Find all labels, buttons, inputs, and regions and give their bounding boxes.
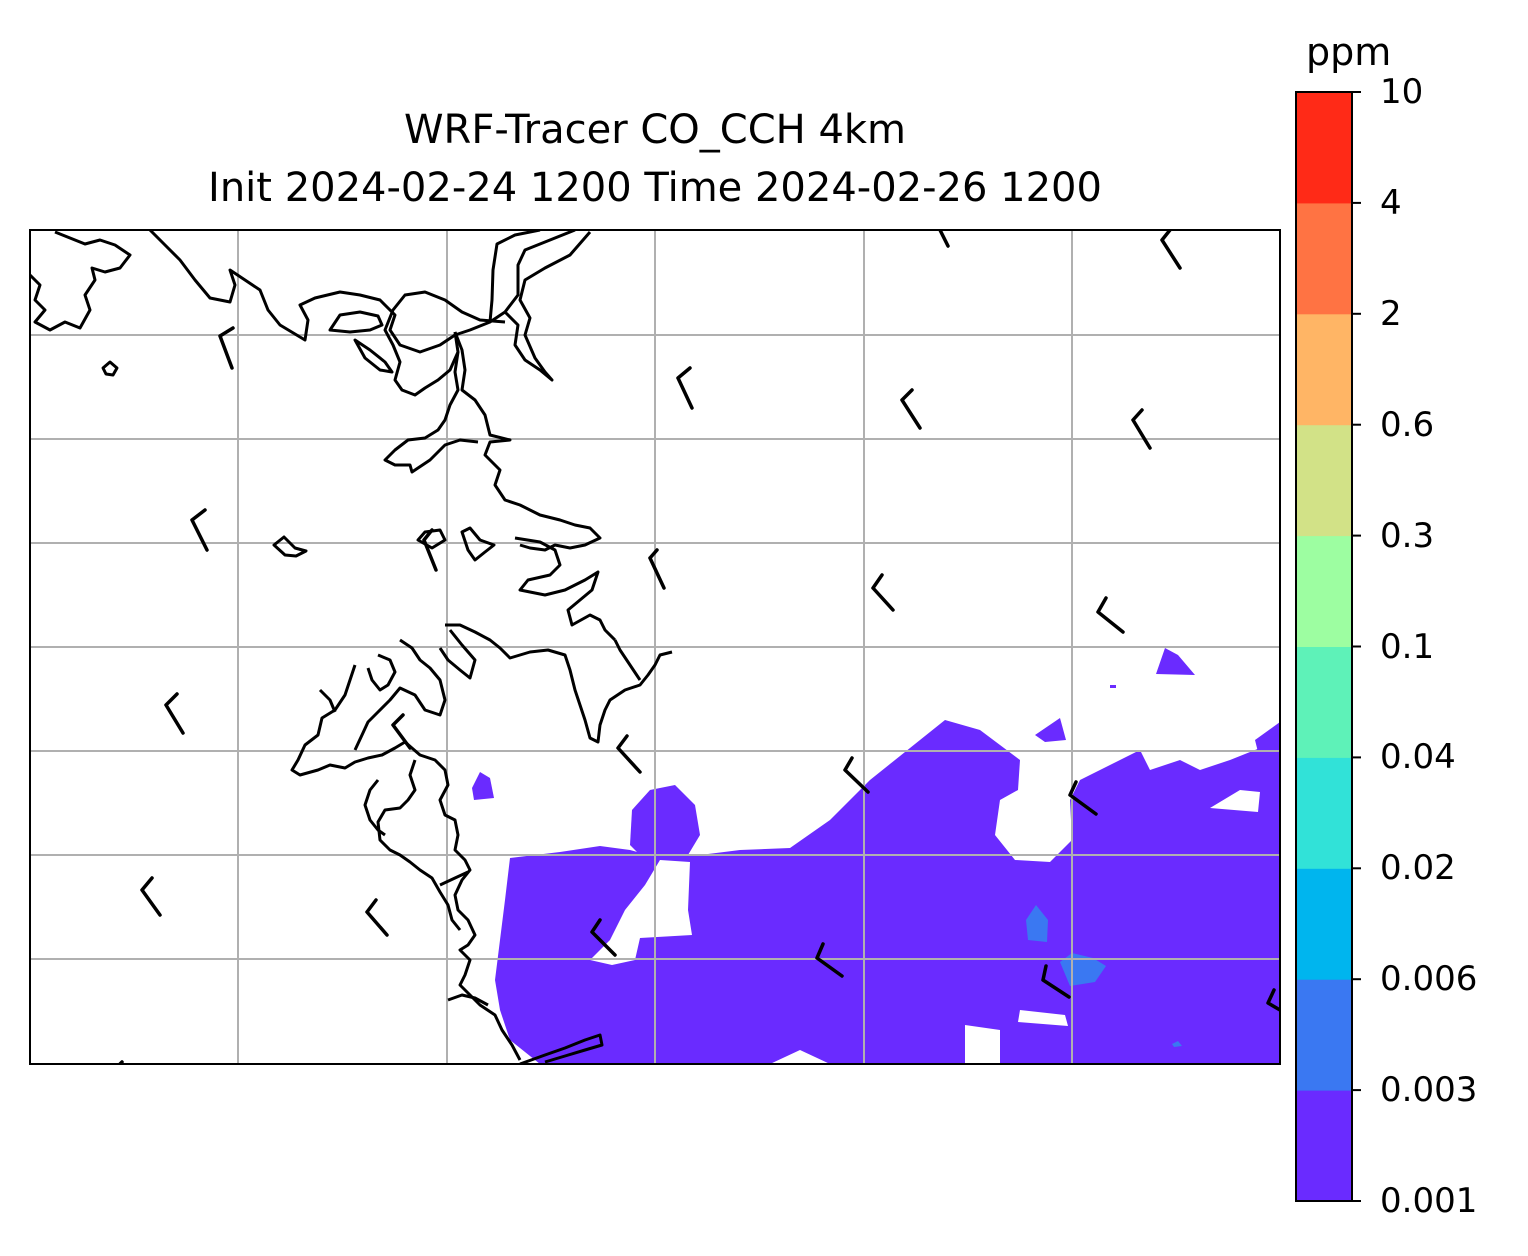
wind-barb — [900, 388, 922, 430]
coastline-peninsula — [453, 331, 602, 552]
coastline-north-2 — [148, 230, 506, 354]
colorbar-tick-label: 0.1 — [1380, 626, 1435, 667]
colorbar-segment — [1296, 92, 1352, 204]
tracer-area-small — [472, 772, 494, 800]
coastline-west-3 — [290, 664, 406, 777]
colorbar-segment — [1296, 868, 1352, 980]
wind-barb — [1068, 780, 1098, 816]
coastline-west-4 — [318, 688, 337, 713]
wind-barb — [616, 734, 642, 774]
coastline-fjord-2 — [445, 623, 673, 744]
coastline-mid — [383, 351, 479, 474]
wind-barb — [164, 692, 185, 735]
tracer-area-north — [1035, 718, 1066, 742]
coastlines — [30, 230, 673, 1064]
colorbar-tick-label: 0.003 — [1380, 1070, 1478, 1111]
colorbar-tick-label: 0.3 — [1380, 515, 1435, 556]
wind-barb — [140, 876, 162, 917]
wind-barb — [590, 918, 617, 957]
inlet-b — [488, 230, 541, 323]
coastline-fjord-1 — [514, 536, 617, 642]
tracer-level-2-a — [1026, 905, 1048, 942]
wind-barb — [1131, 408, 1152, 450]
island-c — [101, 360, 119, 377]
tracer-area-dot — [1110, 685, 1116, 688]
coastline-north — [30, 230, 132, 332]
coastline-south-3 — [363, 779, 386, 837]
wind-barb — [365, 898, 389, 937]
wind-barb — [648, 548, 666, 590]
wind-barb — [815, 942, 844, 978]
colorbar-tick-label: 0.006 — [1380, 959, 1478, 1000]
coastline-fjord-3 — [613, 639, 642, 681]
tracer-area-east — [1255, 722, 1280, 752]
wind-barb — [117, 1060, 124, 1064]
coastline-south-4 — [439, 870, 469, 887]
map-subtitle: Init 2024-02-24 1200 Time 2024-02-26 120… — [208, 165, 1102, 211]
coastline-fjord-4 — [438, 629, 477, 680]
colorbar-segment — [1296, 535, 1352, 647]
colorbar-segment — [1296, 646, 1352, 758]
wind-barb — [422, 528, 438, 572]
colorbar — [1296, 92, 1352, 1202]
colorbar-segment — [1296, 1090, 1352, 1202]
tracer-area-bump — [630, 785, 700, 865]
island-b — [353, 338, 394, 374]
wind-barb — [391, 713, 412, 750]
coastline-southeast — [519, 1033, 604, 1064]
island-d — [272, 535, 308, 558]
wind-barb — [843, 756, 870, 794]
gridlines — [30, 230, 1280, 1064]
island-a — [328, 310, 384, 334]
colorbar-tick-label: 10 — [1380, 72, 1424, 112]
wind-barb — [218, 326, 235, 370]
colorbar-segment — [1296, 757, 1352, 869]
colorbar-tick-label: 0.04 — [1380, 737, 1456, 778]
colorbar-ticks — [1352, 91, 1361, 1202]
colorbar-tick-label: 2 — [1380, 293, 1402, 334]
colorbar-tick-label: 0.02 — [1380, 848, 1456, 889]
colorbar-tick-label: 0.6 — [1380, 404, 1435, 445]
wind-barbs — [117, 230, 1280, 1064]
tracer-area-ne — [1156, 648, 1195, 675]
wind-barb — [676, 366, 694, 410]
wind-barb — [938, 230, 950, 248]
wind-barb — [1160, 230, 1182, 270]
colorbar-segment — [1296, 979, 1352, 1091]
wind-barb — [1096, 596, 1125, 634]
map-title: WRF-Tracer CO_CCH 4km — [403, 107, 907, 153]
colorbar-tick-label: 4 — [1380, 182, 1402, 223]
wind-barb — [871, 573, 895, 612]
tracer-area-main — [495, 720, 1280, 1064]
colorbar-segment — [1296, 424, 1352, 537]
colorbar-unit-label: ppm — [1306, 30, 1392, 74]
coastline-west-1 — [353, 638, 447, 751]
coastline-south-1 — [404, 740, 522, 1061]
island-f — [460, 526, 496, 562]
colorbar-tick-label: 0.001 — [1380, 1181, 1478, 1221]
island-e — [416, 528, 447, 550]
coastline-south-5 — [447, 993, 489, 1007]
coastline-west-2 — [366, 653, 397, 692]
field-gap-1 — [590, 860, 692, 965]
colorbar-segment — [1296, 313, 1352, 426]
inlet-a — [503, 231, 592, 382]
inlet-c — [503, 230, 576, 313]
colorbar-segment — [1296, 202, 1352, 315]
wind-barb — [1266, 988, 1280, 1012]
field-gap-3 — [1018, 1010, 1068, 1026]
coastline-south-2 — [376, 759, 462, 931]
coastline-ridge — [383, 290, 506, 397]
field-gap-2 — [1210, 790, 1260, 812]
tracer-level-2-c — [1172, 1041, 1182, 1047]
map-frame — [29, 229, 1281, 1065]
wind-barb — [1041, 964, 1071, 999]
wind-barb — [190, 508, 209, 552]
